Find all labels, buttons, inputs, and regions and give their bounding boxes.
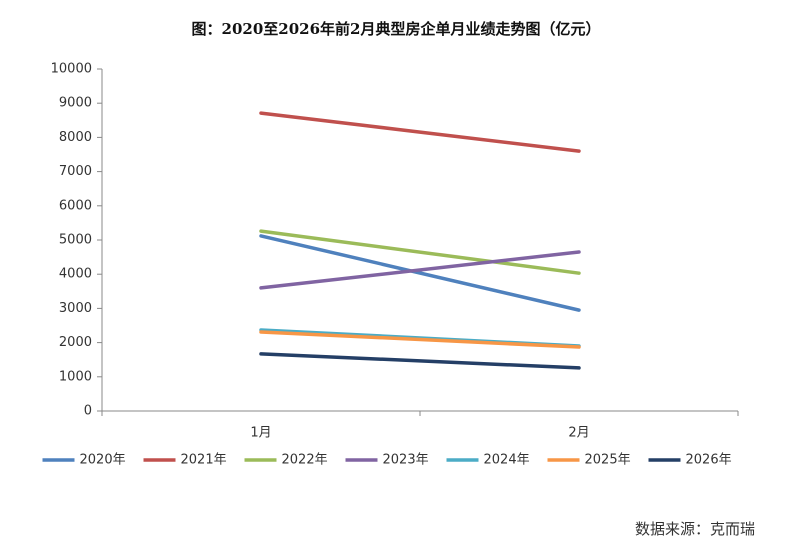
series-line	[259, 352, 581, 370]
legend-label: 2025年	[585, 453, 631, 468]
legend-label: 2024年	[484, 453, 530, 468]
y-tick-label: 0	[84, 404, 92, 419]
x-tick-label: 1月	[250, 426, 271, 441]
y-tick-label: 2000	[59, 335, 92, 350]
series-line	[259, 229, 581, 275]
source-note: 数据来源：克而瑞	[635, 520, 755, 538]
series-line	[259, 330, 581, 349]
series-line	[259, 250, 581, 290]
y-tick-label: 3000	[59, 301, 92, 316]
x-tick-label: 2月	[568, 426, 589, 441]
legend-label: 2022年	[282, 453, 328, 468]
y-tick-label: 5000	[59, 233, 92, 248]
legend-label: 2026年	[686, 453, 732, 468]
y-tick-label: 9000	[59, 96, 92, 111]
y-tick-label: 10000	[51, 62, 92, 77]
series-line	[259, 111, 581, 153]
y-tick-label: 8000	[59, 130, 92, 145]
chart-title: 图：2020至2026年前2月典型房企单月业绩走势图（亿元）	[192, 20, 601, 38]
legend-label: 2020年	[80, 453, 126, 468]
y-tick-label: 7000	[59, 164, 92, 179]
y-tick-label: 1000	[59, 369, 92, 384]
series-line	[259, 234, 581, 312]
legend-label: 2021年	[181, 453, 227, 468]
y-tick-label: 4000	[59, 267, 92, 282]
legend-label: 2023年	[383, 453, 429, 468]
y-tick-label: 6000	[59, 198, 92, 213]
